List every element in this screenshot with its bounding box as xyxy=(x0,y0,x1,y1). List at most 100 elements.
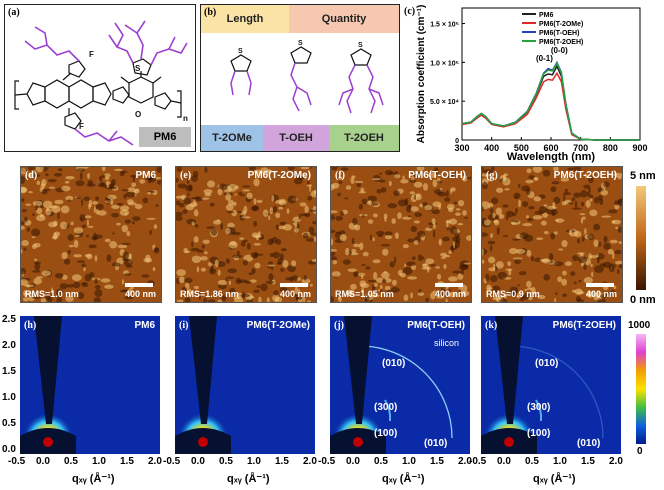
afm-grain xyxy=(51,205,61,213)
afm-grain xyxy=(260,283,268,292)
afm-panel-title: PM6(T-2OEH) xyxy=(553,170,617,181)
afm-grain xyxy=(276,239,282,245)
peak-annotation: (0-1) xyxy=(536,54,553,63)
afm-grain xyxy=(305,238,315,242)
afm-grain xyxy=(254,262,261,269)
afm-grain xyxy=(21,209,27,213)
afm-grain xyxy=(607,249,614,255)
x-tick-label: 1.5 xyxy=(430,456,444,467)
t2ome-cell: T-2OMe xyxy=(201,125,263,151)
afm-panel-label: (d) xyxy=(25,170,38,181)
afm-grain xyxy=(309,232,316,236)
afm-grain xyxy=(517,183,521,188)
afm-grain xyxy=(533,196,542,202)
afm-grain xyxy=(36,180,41,186)
afm-grain xyxy=(443,263,447,270)
afm-grain xyxy=(331,249,338,252)
afm-panel-title: PM6(T-OEH) xyxy=(408,170,466,181)
afm-grain xyxy=(577,256,588,264)
afm-grain xyxy=(491,167,495,171)
afm-grain xyxy=(229,287,236,294)
afm-grain xyxy=(413,220,420,224)
afm-grain xyxy=(563,192,572,196)
afm-grain xyxy=(614,204,620,210)
afm-grain xyxy=(338,176,343,180)
afm-grain xyxy=(246,242,251,250)
afm-grain xyxy=(250,205,259,211)
afm-grain xyxy=(578,279,582,283)
afm-grain xyxy=(267,264,276,267)
afm-grain xyxy=(574,288,583,295)
afm-grain xyxy=(400,272,406,278)
afm-grain xyxy=(593,223,601,231)
afm-grain xyxy=(21,249,23,254)
afm-grain xyxy=(310,190,316,198)
afm-grain xyxy=(217,279,228,286)
afm-grain xyxy=(191,221,195,226)
afm-grain xyxy=(273,290,279,296)
afm-grain xyxy=(49,186,56,189)
afm-grain xyxy=(418,254,423,262)
afm-grain xyxy=(482,173,491,177)
x-axis-label: Wavelength (nm) xyxy=(507,151,596,163)
afm-grain xyxy=(308,226,315,234)
afm-grain xyxy=(364,294,370,302)
afm-grain xyxy=(87,180,93,186)
afm-grain xyxy=(523,293,530,300)
afm-grain xyxy=(540,220,547,226)
afm-grain xyxy=(291,260,297,267)
afm-grain xyxy=(132,216,141,221)
afm-grain xyxy=(123,258,133,267)
afm-grain xyxy=(518,271,527,276)
afm-grain xyxy=(238,191,243,196)
scale-bar-label: 400 nm xyxy=(279,289,311,299)
afm-grain xyxy=(28,167,35,171)
afm-grain xyxy=(210,229,218,236)
afm-grain xyxy=(107,194,117,200)
afm-grain xyxy=(581,236,585,242)
afm-grain xyxy=(33,242,41,248)
afm-grain xyxy=(551,181,560,185)
afm-grain xyxy=(61,251,68,260)
x-tick-label: 1.0 xyxy=(247,456,261,467)
afm-grain xyxy=(503,173,508,177)
afm-grain xyxy=(589,198,593,202)
giwaxs-panel-title: PM6(T-2OMe) xyxy=(246,320,310,331)
afm-grain xyxy=(562,270,567,276)
giwaxs-panel-label: (h) xyxy=(24,320,37,331)
afm-grain xyxy=(156,167,161,173)
afm-grain xyxy=(111,212,120,218)
afm-grain xyxy=(400,179,409,184)
afm-grain xyxy=(533,177,539,181)
afm-grain xyxy=(381,271,390,279)
afm-grain xyxy=(24,284,35,288)
afm-grain xyxy=(462,175,468,182)
afm-grain xyxy=(39,213,44,218)
absorption-chart: 300 400 500 600 700 800 900 0 5.0 × 10⁴ 1.0 × 10⁵… xyxy=(416,5,648,163)
afm-grain xyxy=(492,285,501,293)
afm-grain xyxy=(75,180,85,187)
afm-grain xyxy=(493,263,496,272)
afm-grain xyxy=(206,226,215,229)
svg-text:n: n xyxy=(183,114,188,123)
afm-grain xyxy=(332,259,338,265)
afm-grain xyxy=(449,226,458,235)
afm-grain xyxy=(178,276,185,284)
series-line xyxy=(461,71,640,141)
afm-grain xyxy=(279,268,285,272)
afm-grain xyxy=(185,185,193,192)
afm-grain xyxy=(410,206,419,212)
x-tick-label: 2.0 xyxy=(148,456,162,467)
x-tick-label: -0.5 xyxy=(8,456,26,467)
afm-grain xyxy=(457,222,464,226)
afm-grain xyxy=(104,284,114,289)
afm-grain xyxy=(534,257,542,263)
peak-label: (100) xyxy=(527,428,551,439)
afm-grain xyxy=(41,178,47,187)
afm-grain xyxy=(121,279,125,285)
afm-grain xyxy=(88,244,97,249)
afm-grain xyxy=(488,256,496,264)
afm-grain xyxy=(308,209,316,212)
giwaxs-pattern xyxy=(330,316,470,454)
afm-grain xyxy=(218,283,227,290)
